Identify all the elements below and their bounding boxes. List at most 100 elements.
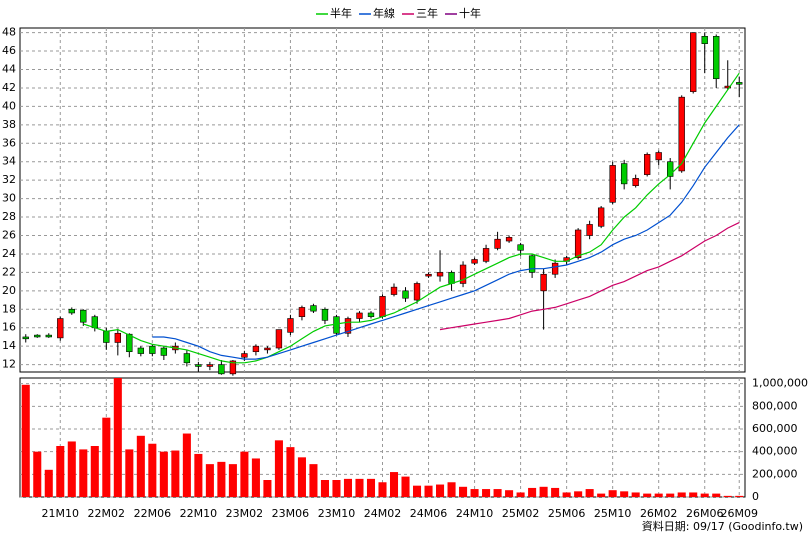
candle-body — [264, 347, 271, 351]
candle-body — [690, 32, 697, 92]
candle-body — [206, 364, 214, 367]
x-tick-label: 24M02 — [364, 507, 402, 520]
ma-line — [83, 72, 740, 364]
volume-bar — [401, 476, 410, 497]
y-tick-label: 38 — [2, 118, 16, 131]
candle-body — [667, 161, 674, 177]
legend-label: 三年 — [416, 6, 438, 20]
candle-body — [103, 331, 110, 343]
volume-bar — [620, 491, 629, 497]
candle-body — [344, 318, 352, 334]
candle-body — [379, 296, 386, 317]
candle-body — [287, 318, 294, 333]
volume-bar — [631, 492, 640, 497]
y-tick-label: 36 — [2, 136, 16, 149]
volume-bar — [700, 493, 709, 497]
y-tick-label: 26 — [2, 229, 16, 242]
candle-body — [701, 36, 708, 44]
x-tick-label: 23M06 — [272, 507, 310, 520]
volume-bar — [136, 435, 145, 497]
y-tick-label: 20 — [2, 284, 16, 297]
ma-line — [439, 222, 740, 331]
x-tick-label: 23M02 — [226, 507, 264, 520]
candle-body — [252, 345, 260, 353]
candle-body — [195, 364, 202, 367]
candle-body — [736, 82, 743, 85]
candle-body — [528, 255, 536, 273]
volume-bar — [194, 453, 203, 497]
candle-body — [425, 273, 432, 277]
volume-bar — [148, 443, 157, 497]
y-tick-label: 28 — [2, 210, 16, 223]
volume-bar — [182, 433, 191, 497]
volume-bar — [79, 449, 88, 497]
volume-bar — [228, 464, 237, 497]
candle-body — [713, 36, 720, 80]
volume-bar — [56, 446, 65, 497]
volume-bar — [378, 482, 387, 497]
candle-body — [482, 248, 490, 262]
volume-tick-label: 1,000,000 — [752, 377, 808, 390]
x-tick-label: 21M10 — [42, 507, 80, 520]
candle-body — [333, 316, 340, 334]
candle-body — [402, 290, 409, 299]
y-tick-label: 40 — [2, 99, 16, 112]
candle-body — [298, 307, 306, 317]
data-date: 資料日期: 09/17 — [642, 519, 725, 533]
x-tick-label: 25M10 — [594, 507, 632, 520]
volume-bar — [654, 493, 663, 497]
candle-body — [551, 262, 559, 275]
candle-body — [436, 272, 444, 277]
volume-bar — [551, 487, 560, 497]
volume-bar — [263, 480, 272, 497]
volume-bar — [459, 486, 468, 497]
volume-tick-label: 400,000 — [752, 445, 798, 458]
y-tick-label: 18 — [2, 302, 16, 315]
volume-bar — [67, 441, 76, 497]
candle-body — [80, 309, 87, 323]
volume-bar — [470, 489, 479, 497]
volume-bar — [102, 417, 111, 497]
candle-body — [229, 360, 237, 375]
candle-body — [91, 316, 98, 329]
candle-body — [632, 178, 639, 187]
candle-body — [505, 237, 513, 242]
source: (Goodinfo.tw) — [728, 520, 803, 533]
candle-body — [149, 345, 156, 354]
candle-body — [45, 334, 52, 338]
candle-body — [310, 305, 317, 312]
candle-body — [114, 332, 121, 343]
volume-bar — [677, 492, 686, 497]
x-tick-label: 26M02 — [640, 507, 678, 520]
volume-bar — [320, 480, 329, 497]
volume-bar — [666, 493, 675, 497]
candle-body — [275, 329, 283, 349]
y-tick-label: 46 — [2, 44, 16, 57]
volume-bar — [355, 478, 364, 497]
y-tick-label: 12 — [2, 358, 16, 371]
volume-bar — [90, 446, 99, 497]
volume-tick-label: 0 — [752, 490, 759, 503]
volume-bar — [436, 484, 445, 497]
volume-bar — [493, 489, 502, 497]
candle-body — [68, 308, 75, 314]
volume-bar — [286, 447, 295, 497]
x-tick-label: 23M10 — [318, 507, 356, 520]
y-tick-label: 48 — [2, 26, 16, 39]
volume-bar — [723, 495, 732, 497]
candle-body — [540, 273, 547, 292]
candle-body — [448, 272, 455, 284]
x-tick-label: 26M06 — [686, 507, 724, 520]
candle-body — [57, 318, 64, 339]
x-tick-label: 26M09 — [720, 507, 758, 520]
footer: 資料日期: 09/17 (Goodinfo.tw) — [642, 519, 803, 533]
candle-body — [390, 286, 398, 295]
candle-body — [586, 224, 593, 236]
volume-bar — [240, 451, 249, 497]
volume-bar — [643, 493, 652, 497]
candle-body — [356, 312, 363, 319]
volume-bar — [516, 492, 525, 497]
volume-bar — [274, 440, 283, 497]
volume-bar — [205, 464, 214, 497]
